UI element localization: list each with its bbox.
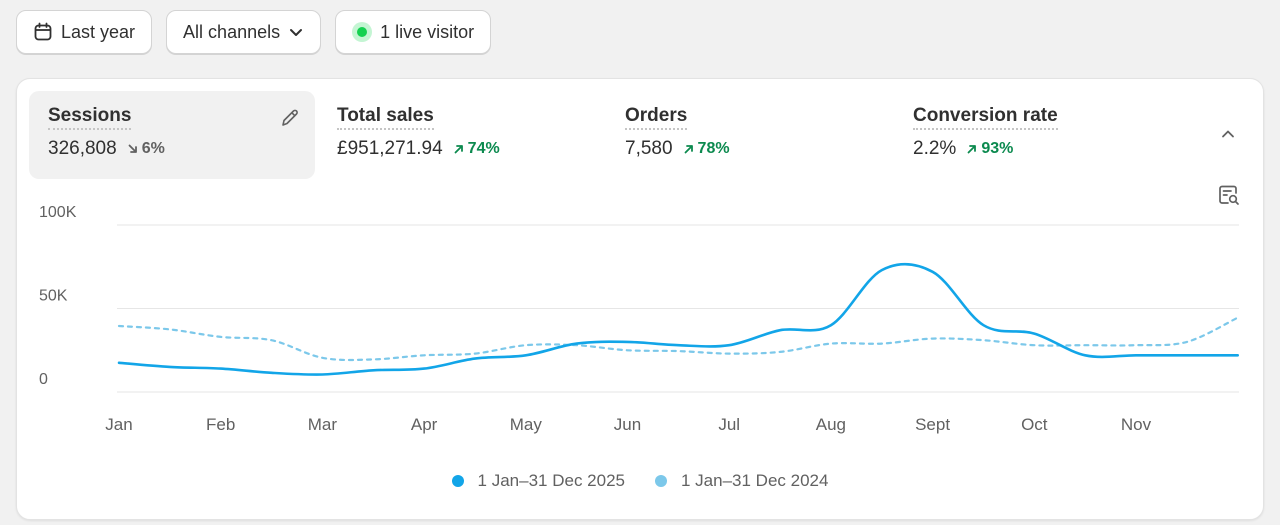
toolbar: Last year All channels 1 live visitor [16, 10, 492, 54]
x-tick-label: Aug [816, 415, 846, 434]
metric-label[interactable]: Sessions [48, 105, 132, 130]
x-tick-label: Jan [105, 415, 132, 434]
arrow-up-right-icon [454, 145, 463, 154]
x-tick-label: Apr [411, 415, 438, 434]
live-status-icon [352, 22, 373, 42]
metric-label[interactable]: Orders [625, 105, 688, 130]
metric-change-value: 93% [981, 140, 1014, 157]
legend-item-previous[interactable]: 1 Jan–31 Dec 2024 [655, 471, 828, 491]
metric-sessions[interactable]: Sessions 326,808 6% [29, 91, 315, 179]
x-tick-label: Mar [308, 415, 338, 434]
metric-value: 326,808 [48, 138, 117, 159]
x-tick-label: Nov [1121, 415, 1152, 434]
calendar-icon [34, 22, 52, 41]
channels-dropdown[interactable]: All channels [166, 10, 322, 54]
channels-label: All channels [183, 21, 281, 42]
live-visitor-button[interactable]: 1 live visitor [335, 10, 492, 54]
legend-dot-current [451, 475, 464, 487]
metric-change: 93% [966, 140, 1013, 158]
metric-label[interactable]: Total sales [337, 105, 434, 130]
chevron-up-icon[interactable] [1219, 125, 1237, 143]
metric-change-value: 74% [467, 140, 500, 157]
y-tick-label: 50K [39, 288, 68, 305]
date-range-button[interactable]: Last year [16, 10, 153, 54]
metric-total-sales[interactable]: Total sales £951,271.94 74% [318, 91, 519, 179]
legend-item-current[interactable]: 1 Jan–31 Dec 2025 [451, 471, 625, 491]
metric-value: 7,580 [625, 138, 673, 159]
y-tick-label: 0 [39, 371, 48, 388]
chart-insight-icon[interactable] [1217, 183, 1241, 207]
metric-change-value: 6% [141, 140, 165, 157]
legend-label-current: 1 Jan–31 Dec 2025 [477, 471, 625, 490]
x-tick-label: Jun [614, 415, 641, 434]
arrow-up-right-icon [967, 145, 977, 154]
analytics-card: Sessions 326,808 6% Total sales £951,271… [16, 78, 1264, 520]
y-tick-label: 100K [39, 204, 77, 221]
series-line-2025 [117, 262, 1239, 376]
metric-change: 74% [453, 140, 500, 158]
arrow-down-right-icon [128, 144, 137, 153]
series-line-2024 [117, 316, 1239, 362]
x-tick-label: Feb [206, 415, 235, 434]
metric-orders[interactable]: Orders 7,580 78% [606, 91, 749, 179]
metric-value: 2.2% [913, 138, 957, 159]
edit-pencil-icon[interactable] [279, 107, 301, 129]
legend-label-previous: 1 Jan–31 Dec 2024 [681, 471, 829, 490]
metric-change-value: 78% [697, 140, 730, 157]
x-tick-label: May [510, 415, 543, 434]
chevron-down-icon [290, 29, 303, 36]
chart-legend: 1 Jan–31 Dec 2025 1 Jan–31 Dec 2024 [17, 471, 1263, 491]
metric-label[interactable]: Conversion rate [913, 105, 1058, 130]
metric-value: £951,271.94 [337, 138, 443, 159]
live-visitor-label: 1 live visitor [380, 21, 475, 42]
metric-conversion-rate[interactable]: Conversion rate 2.2% 93% [894, 91, 1077, 179]
sessions-line-chart: 0 50K 100K Jan Feb Mar Apr May Jun Jul Aug Sept Oct N… [39, 204, 1239, 434]
metric-change: 6% [127, 140, 165, 158]
x-tick-label: Jul [718, 415, 740, 434]
date-range-label: Last year [61, 21, 136, 42]
legend-dot-previous [655, 475, 667, 487]
x-tick-label: Sept [915, 415, 950, 434]
metric-change: 78% [683, 140, 730, 158]
x-tick-label: Oct [1021, 415, 1048, 434]
arrow-up-right-icon [684, 145, 693, 154]
